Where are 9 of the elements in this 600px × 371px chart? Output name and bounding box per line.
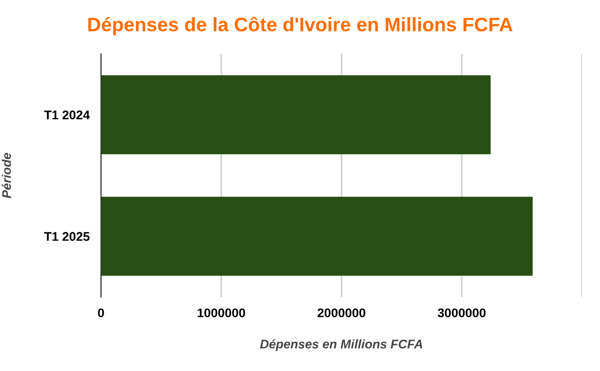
- y-tick-label: T1 2024: [44, 110, 90, 120]
- x-tick-label: 2000000: [318, 308, 366, 318]
- x-tick-label: 1000000: [198, 308, 246, 318]
- x-tick-label: 3000000: [438, 308, 486, 318]
- x-tick-label: 0: [98, 308, 104, 318]
- y-axis-title: Période: [2, 152, 12, 198]
- chart-title: Dépenses de la Côte d'Ivoire en Millions FCFA: [88, 16, 513, 36]
- y-tick-label: T1 2025: [44, 232, 90, 241]
- x-axis-title: Dépenses en Millions FCFA: [260, 339, 422, 351]
